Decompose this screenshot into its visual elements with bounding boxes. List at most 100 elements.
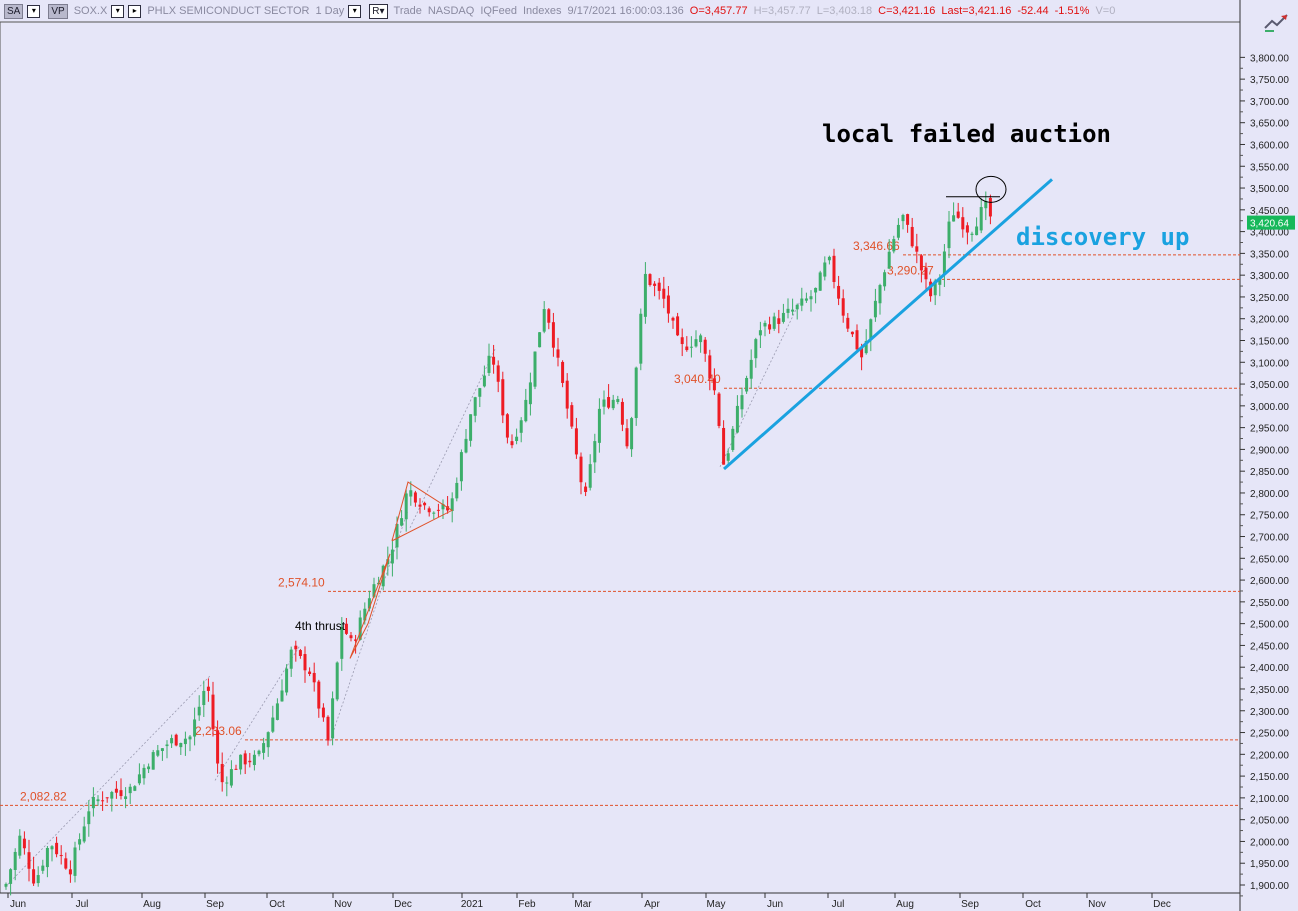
- candle-body: [561, 361, 565, 383]
- candle-body: [625, 428, 629, 447]
- candle-body: [699, 335, 703, 343]
- candle-body: [220, 764, 224, 783]
- chart-toolbar: SA ▾ VP SOX.X ▾ ▸ PHLX SEMICONDUCT SECTO…: [0, 0, 1240, 22]
- candle-body: [202, 690, 206, 706]
- candle-body: [487, 355, 491, 373]
- candle-body: [91, 796, 95, 809]
- candle-body: [505, 414, 509, 438]
- r-button[interactable]: R▾: [369, 3, 388, 19]
- candle-body: [703, 339, 707, 354]
- candle-body: [892, 239, 896, 252]
- candle-body: [78, 839, 82, 845]
- candle-body: [708, 355, 712, 379]
- datetime-label: 9/17/2021 16:00:03.136: [567, 5, 684, 17]
- candle-body: [404, 493, 408, 520]
- x-tick-label: 2021: [461, 899, 484, 910]
- trendline: [723, 178, 1053, 471]
- candle-body: [947, 221, 951, 249]
- y-tick-label: 3,300.00: [1250, 271, 1289, 282]
- candle-body: [36, 875, 40, 884]
- candle-body: [73, 847, 77, 876]
- candle-body: [768, 324, 772, 330]
- y-tick-label: 3,600.00: [1250, 140, 1289, 151]
- candle-body: [496, 365, 500, 382]
- candle-body: [662, 288, 666, 299]
- candle-body: [965, 225, 969, 233]
- y-tick-label: 2,350.00: [1250, 685, 1289, 696]
- candle-body: [970, 233, 974, 235]
- candle-body: [869, 319, 873, 340]
- trendline-group[interactable]: [723, 178, 1053, 471]
- candle-body: [418, 504, 422, 507]
- trade-label[interactable]: Trade: [393, 5, 422, 17]
- candle-body: [777, 318, 781, 324]
- candle-body: [363, 608, 367, 621]
- candle-body: [915, 246, 919, 252]
- candle-body: [602, 399, 606, 407]
- y-tick-label: 2,550.00: [1250, 598, 1289, 609]
- candle-body: [620, 401, 624, 425]
- candle-body: [174, 734, 178, 746]
- candle-body: [860, 347, 864, 358]
- exchange-label: NASDAQ: [427, 5, 475, 17]
- thrust-wedge: [349, 553, 391, 659]
- interval-dropdown-icon[interactable]: ▾: [348, 4, 362, 18]
- candle-body: [344, 623, 348, 634]
- candle-body: [818, 272, 822, 291]
- candle-body: [961, 217, 965, 230]
- y-tick-label: 2,800.00: [1250, 489, 1289, 500]
- candle-body: [395, 523, 399, 548]
- r-button-label: R: [372, 5, 380, 17]
- candle-body: [367, 598, 371, 609]
- candle-body: [519, 420, 523, 433]
- y-tick-label: 2,150.00: [1250, 772, 1289, 783]
- x-axis: Jun Jul Aug Sep Oct Nov Dec 2021 Feb Mar Apr May Jun…: [7, 893, 1171, 910]
- candle-body: [478, 388, 482, 397]
- y-tick-label: 2,300.00: [1250, 707, 1289, 718]
- candle-body: [984, 200, 988, 209]
- candle-body: [188, 736, 192, 740]
- candle-body: [827, 256, 831, 261]
- candle-body: [142, 767, 146, 779]
- symbol-dropdown-icon[interactable]: ▾: [111, 4, 125, 18]
- support-label: 3,346.66: [853, 239, 900, 253]
- x-tick-label: Jul: [76, 899, 89, 910]
- symbol-label[interactable]: SOX.X: [73, 5, 108, 17]
- candle-body: [648, 274, 652, 285]
- candle-body: [878, 285, 882, 304]
- guide-line: [329, 510, 409, 742]
- candle-body: [469, 414, 473, 441]
- sa-button[interactable]: SA: [4, 3, 24, 19]
- y-tick-label: 3,250.00: [1250, 293, 1289, 304]
- sa-dropdown-icon[interactable]: ▾: [27, 4, 41, 18]
- guide-lines: [4, 301, 801, 888]
- candle-body: [9, 869, 13, 884]
- x-tick-label: May: [707, 899, 726, 910]
- candle-body: [165, 744, 169, 747]
- candle-body: [749, 359, 753, 379]
- chart-trend-icon[interactable]: [1262, 10, 1290, 34]
- candle-body: [119, 790, 123, 797]
- symbol-menu-icon[interactable]: ▸: [128, 4, 142, 18]
- candle-body: [630, 418, 634, 450]
- y-tick-label: 3,700.00: [1250, 97, 1289, 108]
- candle-body: [22, 838, 26, 849]
- low-value: L=3,403.18: [816, 5, 873, 17]
- candle-body: [441, 504, 445, 510]
- candle-body: [763, 322, 767, 327]
- candle-body: [450, 498, 454, 512]
- candle-body: [611, 399, 615, 409]
- candle-body: [846, 317, 850, 329]
- candle-body: [64, 858, 68, 869]
- candle-body: [841, 298, 845, 316]
- vp-button[interactable]: VP: [48, 3, 68, 19]
- candle-body: [772, 316, 776, 329]
- candle-body: [45, 847, 49, 868]
- candle-body: [409, 490, 413, 497]
- interval-label[interactable]: 1 Day: [315, 5, 345, 17]
- guide-line: [4, 675, 211, 888]
- candle-body: [206, 686, 210, 691]
- candle-body: [326, 716, 330, 741]
- candle-body: [616, 399, 620, 403]
